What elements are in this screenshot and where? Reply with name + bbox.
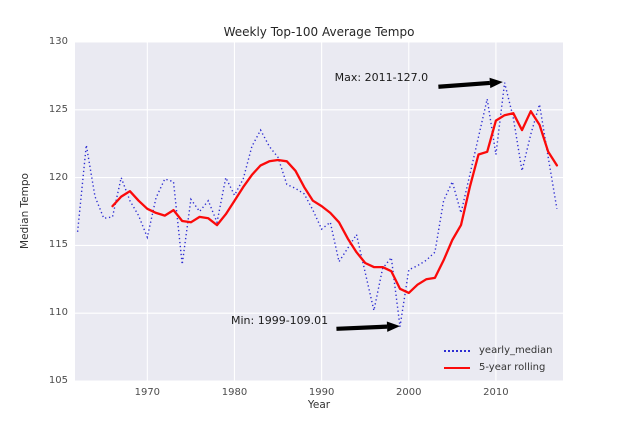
y-tick-label: 125 (48, 103, 68, 115)
y-tick-label: 115 (48, 239, 68, 251)
series-line-5-year-rolling (111, 110, 559, 295)
annotation-arrow-shaft (336, 324, 388, 331)
x-axis-label: Year (307, 399, 331, 411)
annotation-arrow-head (489, 77, 503, 89)
annotation-arrow-shaft (438, 80, 491, 89)
legend-label-5-year-rolling: 5-year rolling (479, 362, 546, 373)
x-tick-label: 1980 (221, 387, 248, 398)
annotation-arrow-head (386, 321, 401, 332)
x-tick-label: 1970 (134, 387, 161, 398)
chart-title: Weekly Top-100 Average Tempo (223, 25, 415, 39)
y-axis-label: Median Tempo (19, 173, 31, 249)
annotation-max: Max: 2011-127.0 (334, 70, 429, 84)
series-line-yearly-median (76, 82, 558, 327)
legend-swatch-dotted-line (444, 349, 470, 352)
legend-item-5-year-rolling: 5-year rolling (444, 359, 553, 376)
x-tick-label: 1990 (308, 387, 335, 398)
legend-swatch-solid-line (444, 366, 470, 369)
legend-item-yearly-median: yearly_median (444, 342, 553, 359)
plot-area (75, 42, 563, 381)
x-tick-label: 2010 (483, 387, 509, 398)
y-tick-label: 130 (48, 36, 68, 47)
y-tick-label: 105 (48, 375, 68, 386)
legend: yearly_median 5-year rolling (444, 342, 553, 376)
x-tick-label: 2000 (396, 387, 422, 398)
legend-label-yearly-median: yearly_median (479, 345, 553, 356)
y-tick-label: 110 (48, 307, 68, 319)
y-tick-label: 120 (48, 171, 68, 183)
annotation-min: Min: 1999-109.01 (230, 314, 329, 327)
